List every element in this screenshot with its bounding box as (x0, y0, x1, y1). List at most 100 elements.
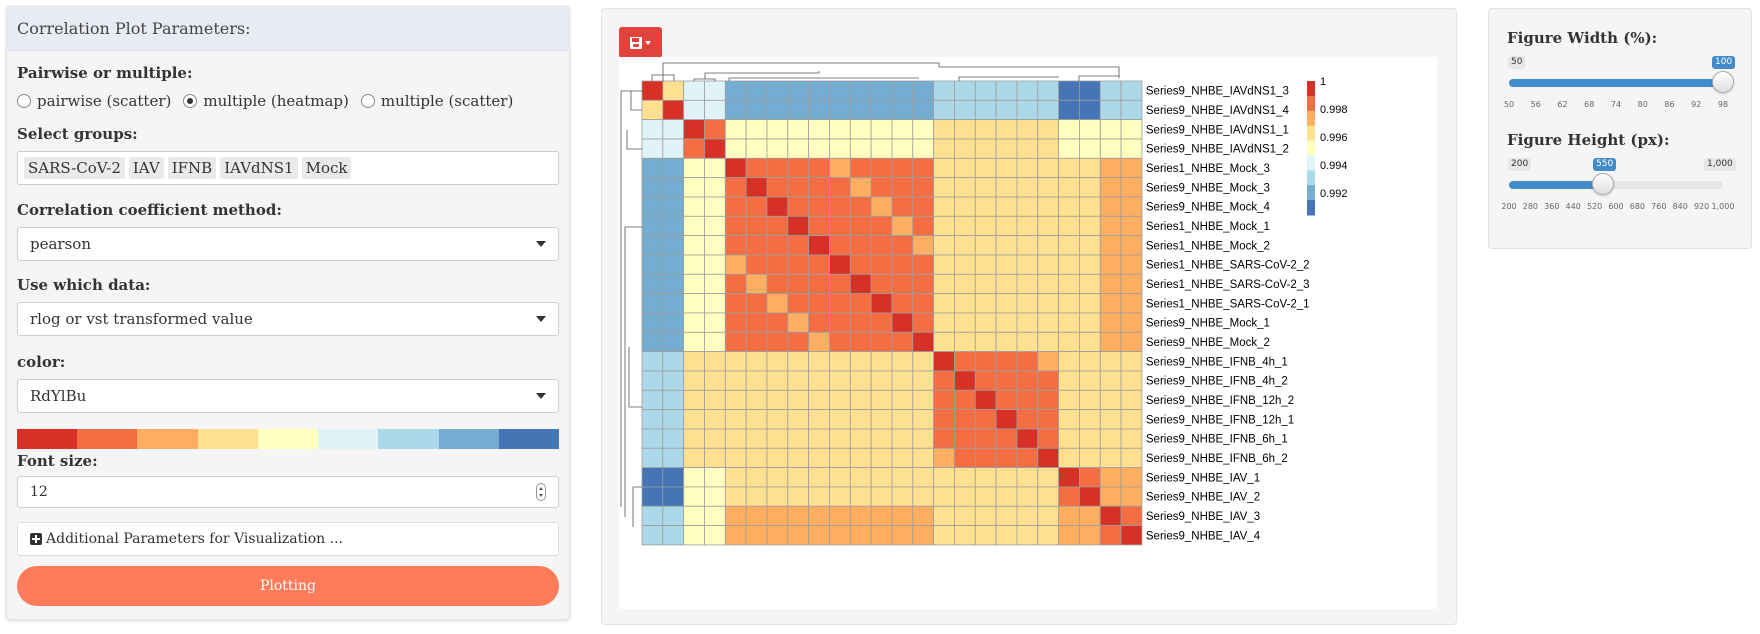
radio-button[interactable] (360, 94, 375, 108)
heatmap-cell (766, 428, 789, 449)
width-slider-handle[interactable] (1712, 71, 1734, 93)
heatmap-cell (1079, 215, 1101, 237)
save-dropdown-button[interactable] (619, 27, 662, 58)
heatmap-cell (1079, 235, 1101, 256)
heatmap-cell (808, 196, 830, 217)
plotting-button[interactable]: Plotting (17, 566, 559, 606)
heatmap-cell (829, 254, 851, 275)
heatmap-cell (641, 80, 664, 101)
heatmap-cell (849, 235, 872, 256)
heatmap-cell (891, 119, 914, 140)
heatmap-cell (1120, 351, 1143, 372)
heatmap-cell (808, 80, 830, 101)
heatmap-cell (1099, 409, 1122, 430)
group-tag[interactable]: IAV (128, 157, 164, 179)
radio-button[interactable] (17, 94, 31, 108)
heatmap-cell (683, 428, 705, 449)
heatmap-cell (974, 312, 997, 333)
heatmap-cell (683, 505, 705, 526)
group-tag[interactable]: IAVdNS1 (220, 157, 298, 179)
heatmap-cell (745, 235, 768, 256)
heatmap-cell (974, 215, 997, 237)
correlation-heatmap: Series9_NHBE_IAVdNS1_3 Series9_NHBE_IAVdN… (619, 57, 1437, 609)
height-slider-track[interactable] (1509, 181, 1723, 189)
heatmap-cell (912, 370, 935, 391)
heatmap-cell (1099, 447, 1122, 468)
heatmap-cell (933, 351, 955, 372)
width-slider-fill (1509, 79, 1723, 87)
heatmap-cell (1037, 525, 1059, 546)
heatmap-cell (1079, 331, 1101, 353)
floppy-disk-icon (630, 36, 642, 49)
heatmap-cell (912, 138, 935, 159)
heatmap-cell (1079, 138, 1101, 159)
heatmap-cell (1037, 80, 1059, 101)
slider-tick-label: 98 (1717, 100, 1729, 109)
heatmap-cell (912, 486, 935, 507)
height-slider-handle[interactable] (1591, 173, 1614, 195)
method-select[interactable]: pearson (17, 227, 559, 261)
group-tag[interactable]: SARS-CoV-2 (24, 157, 125, 179)
groups-multiselect[interactable]: SARS-CoV-2 IAV IFNB IAVdNS1 Mock (17, 151, 559, 185)
heatmap-cell (724, 119, 747, 140)
additional-parameters-toggle[interactable]: Additional Parameters for Visualization … (17, 522, 559, 556)
radio-button-selected[interactable] (183, 94, 198, 108)
heatmap-cell (1037, 331, 1059, 353)
spinner-icon[interactable] (536, 483, 546, 501)
heatmap-cell (808, 177, 830, 198)
heatmap-cell (683, 293, 705, 314)
heatmap-cell (974, 177, 997, 198)
radio-multiple-heatmap[interactable]: multiple (heatmap) (183, 92, 349, 110)
heatmap-cell (1099, 119, 1122, 140)
heatmap-cell (662, 254, 685, 275)
heatmap-cell (1037, 389, 1059, 411)
figure-width-label: Figure Width (%): (1507, 29, 1658, 47)
heatmap-cell (1079, 409, 1101, 430)
heatmap-cell (766, 273, 789, 295)
heatmap-cell (974, 138, 997, 159)
heatmap-cell (662, 486, 685, 507)
heatmap-cell (641, 428, 664, 449)
palette-swatch (318, 429, 379, 449)
heatmap-cell (1120, 331, 1143, 353)
heatmap-cell (1079, 177, 1101, 198)
data-source-select[interactable]: rlog or vst transformed value (17, 302, 559, 336)
heatmap-cell (662, 447, 685, 468)
heatmap-cell (787, 215, 810, 237)
heatmap-cell (808, 331, 830, 353)
heatmap-cell (1016, 196, 1039, 217)
heatmap-cell (787, 293, 810, 314)
palette-swatch (498, 429, 559, 449)
heatmap-cell (641, 99, 664, 121)
heatmap-cell (1016, 215, 1039, 237)
heatmap-cell (1079, 312, 1101, 333)
heatmap-cell (766, 254, 789, 275)
group-tag[interactable]: Mock (301, 157, 352, 179)
heatmap-cell (1037, 409, 1059, 430)
heatmap-cell (745, 196, 768, 217)
heatmap-cell (1120, 273, 1143, 295)
font-size-value: 12 (30, 484, 48, 500)
heatmap-cell (891, 505, 914, 526)
heatmap-cell (912, 80, 935, 101)
heatmap-cell (745, 254, 768, 275)
method-value: pearson (30, 235, 91, 253)
heatmap-cell (1037, 293, 1059, 314)
palette-swatch (438, 429, 499, 449)
heatmap-cell (787, 312, 810, 333)
heatmap-cell (704, 409, 726, 430)
heatmap-cell (745, 312, 768, 333)
heatmap-cell (829, 486, 851, 507)
heatmap-cell (704, 428, 726, 449)
radio-multiple-scatter[interactable]: multiple (scatter) (360, 92, 513, 110)
radio-pairwise-scatter[interactable]: pairwise (scatter) (17, 92, 171, 110)
group-tag[interactable]: IFNB (167, 157, 217, 179)
font-size-input[interactable]: 12 (17, 476, 559, 508)
color-select[interactable]: RdYlBu (17, 379, 559, 413)
heatmap-cell (954, 235, 976, 256)
heatmap-cell (808, 486, 830, 507)
heatmap-cell (704, 293, 726, 314)
heatmap-cell (1016, 157, 1039, 179)
heatmap-cell (808, 254, 830, 275)
row-label: Series9_NHBE_Mock_1 (1146, 318, 1270, 330)
